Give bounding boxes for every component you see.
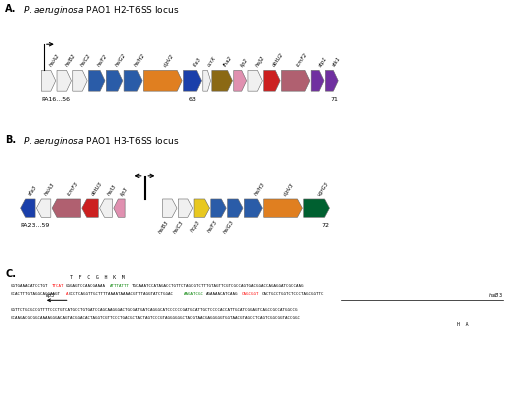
Text: TGCAAATCCATAGACCTGTTCTAGCGTCTTTGTAGTTCGTCGCCAGTGACGGACCAGAGGATCGCCAAG: TGCAAATCCATAGACCTGTTCTAGCGTCTTTGTAGTTCGT… xyxy=(132,284,304,288)
Text: ATTTATTT: ATTTATTT xyxy=(110,284,130,288)
Polygon shape xyxy=(264,70,280,91)
Text: hsiF2: hsiF2 xyxy=(97,54,109,68)
Polygon shape xyxy=(179,199,192,217)
Polygon shape xyxy=(303,199,329,217)
Polygon shape xyxy=(264,199,302,217)
Polygon shape xyxy=(114,199,125,217)
Polygon shape xyxy=(248,70,262,91)
Polygon shape xyxy=(57,70,71,91)
Text: tla3: tla3 xyxy=(192,57,202,68)
Polygon shape xyxy=(234,70,247,91)
Text: $\it{P. aeruginosa}$ PAO1 H2-T6SS locus: $\it{P. aeruginosa}$ PAO1 H2-T6SS locus xyxy=(23,4,180,17)
Polygon shape xyxy=(203,70,211,91)
Text: hcp3: hcp3 xyxy=(190,219,202,233)
Polygon shape xyxy=(194,199,209,217)
Polygon shape xyxy=(89,70,105,91)
Text: hsiA3: hsiA3 xyxy=(43,182,56,197)
Text: hsiH3: hsiH3 xyxy=(253,181,266,197)
Text: TTCAT: TTCAT xyxy=(52,284,64,288)
Text: $\it{hsiB3}$: $\it{hsiB3}$ xyxy=(488,291,503,299)
Text: hsiI3: hsiI3 xyxy=(106,183,117,197)
Text: sfa3: sfa3 xyxy=(28,185,38,197)
Text: icmF2: icmF2 xyxy=(296,52,309,68)
Text: hsiB3: hsiB3 xyxy=(157,219,170,234)
Polygon shape xyxy=(82,199,98,217)
Text: 63: 63 xyxy=(188,96,197,102)
Text: A: A xyxy=(66,293,68,297)
Polygon shape xyxy=(211,199,226,217)
Polygon shape xyxy=(41,70,56,91)
Text: CCCTCAGGTTGCTTTTAAAATAAAACGTTTAGGTATCTGGAC: CCCTCAGGTTGCTTTTAAAATAAAACGTTTAGGTATCTGG… xyxy=(68,293,173,297)
Polygon shape xyxy=(212,70,232,91)
Text: GGTTCTGCGCCGTTTTCCCTGTCATGCCTGTGATCCAGCAAGGGACTGCGATGATCAGGGCATCCCCCCGATGCATTGCT: GGTTCTGCGCCGTTTTCCCTGTCATGCCTGTGATCCAGCA… xyxy=(10,308,298,312)
Text: dotU2: dotU2 xyxy=(272,52,285,68)
Text: H  A: H A xyxy=(457,322,468,327)
Polygon shape xyxy=(21,199,35,217)
Text: icmF3: icmF3 xyxy=(66,181,79,197)
Text: dotU3: dotU3 xyxy=(90,181,103,197)
Text: hsiB2: hsiB2 xyxy=(64,53,77,68)
Polygon shape xyxy=(52,199,80,217)
Polygon shape xyxy=(106,70,123,91)
Polygon shape xyxy=(311,70,324,91)
Text: $\it{lip3}$: $\it{lip3}$ xyxy=(45,291,56,300)
Text: hsiA2: hsiA2 xyxy=(49,53,61,68)
Text: clpV2: clpV2 xyxy=(163,53,175,68)
Text: T  F  C  G  H  K  M: T F C G H K M xyxy=(70,275,124,280)
Text: hsiC3: hsiC3 xyxy=(173,219,185,234)
Text: ccrX: ccrX xyxy=(206,56,217,68)
Text: lip2: lip2 xyxy=(240,57,250,68)
Text: A.: A. xyxy=(5,4,17,14)
Polygon shape xyxy=(163,199,177,217)
Text: stk1: stk1 xyxy=(332,56,342,68)
Text: lip3: lip3 xyxy=(119,186,129,197)
Text: CCAAGACGCGGCAAAAGGGACAGTACGGACACTAGGTCGTTCCCTGACGCTACTAGTCCCGTAGGGGGGCTACGTAACGA: CCAAGACGCGGCAAAAGGGACAGTACGGACACTAGGTCGT… xyxy=(10,316,300,320)
Text: stp1: stp1 xyxy=(318,56,328,68)
Text: CCACTTTGTAGGCACGAAGT: CCACTTTGTAGGCACGAAGT xyxy=(10,293,60,297)
Text: AAGATCGC: AAGATCGC xyxy=(184,293,204,297)
Text: hsiG2: hsiG2 xyxy=(115,52,127,68)
Text: 71: 71 xyxy=(330,96,338,102)
Text: C.: C. xyxy=(5,269,16,279)
Polygon shape xyxy=(228,199,243,217)
Polygon shape xyxy=(36,199,51,217)
Polygon shape xyxy=(73,70,87,91)
Polygon shape xyxy=(326,70,338,91)
Text: hsiG3: hsiG3 xyxy=(222,219,235,235)
Text: GGGAGTCCAACGAAAA: GGGAGTCCAACGAAAA xyxy=(66,284,106,288)
Text: clpV3: clpV3 xyxy=(283,182,296,197)
Polygon shape xyxy=(282,70,310,91)
Text: PA16...56: PA16...56 xyxy=(41,96,70,102)
Text: CAGCGGT: CAGCGGT xyxy=(242,293,260,297)
Text: PA23...59: PA23...59 xyxy=(21,223,50,228)
Polygon shape xyxy=(184,70,201,91)
Text: hsiH2: hsiH2 xyxy=(133,53,146,68)
Text: GGTGAAACATCCTGT: GGTGAAACATCCTGT xyxy=(10,284,48,288)
Text: vgrG3: vgrG3 xyxy=(316,181,330,197)
Polygon shape xyxy=(100,199,112,217)
Text: CACTGCCTGGTCTCCCTAGCGGTTC: CACTGCCTGGTCTCCCTAGCGGTTC xyxy=(262,293,324,297)
Text: 72: 72 xyxy=(321,223,329,228)
Polygon shape xyxy=(143,70,182,91)
Polygon shape xyxy=(244,199,262,217)
Text: hsiJ2: hsiJ2 xyxy=(255,55,266,68)
Text: $\it{P. aeruginosa}$ PAO1 H3-T6SS locus: $\it{P. aeruginosa}$ PAO1 H3-T6SS locus xyxy=(23,135,180,148)
Text: B.: B. xyxy=(5,135,17,145)
Text: hsiF3: hsiF3 xyxy=(206,219,218,233)
Text: fha2: fha2 xyxy=(222,55,233,68)
Text: AGAAAACATCAAG: AGAAAACATCAAG xyxy=(206,293,239,297)
Polygon shape xyxy=(124,70,142,91)
Text: hsiC2: hsiC2 xyxy=(80,53,92,68)
